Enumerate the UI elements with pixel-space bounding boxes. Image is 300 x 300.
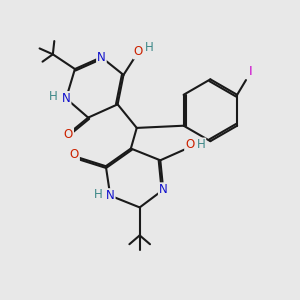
Text: N: N	[62, 92, 70, 105]
Text: O: O	[64, 128, 73, 141]
Text: I: I	[249, 65, 252, 78]
Text: H: H	[196, 139, 205, 152]
Text: O: O	[70, 148, 79, 161]
Text: O: O	[185, 139, 194, 152]
Text: N: N	[106, 189, 115, 202]
Text: H: H	[94, 188, 102, 201]
Text: N: N	[97, 51, 106, 64]
Text: H: H	[49, 91, 58, 103]
Text: N: N	[159, 183, 168, 196]
Text: O: O	[134, 45, 143, 58]
Text: H: H	[145, 41, 154, 54]
